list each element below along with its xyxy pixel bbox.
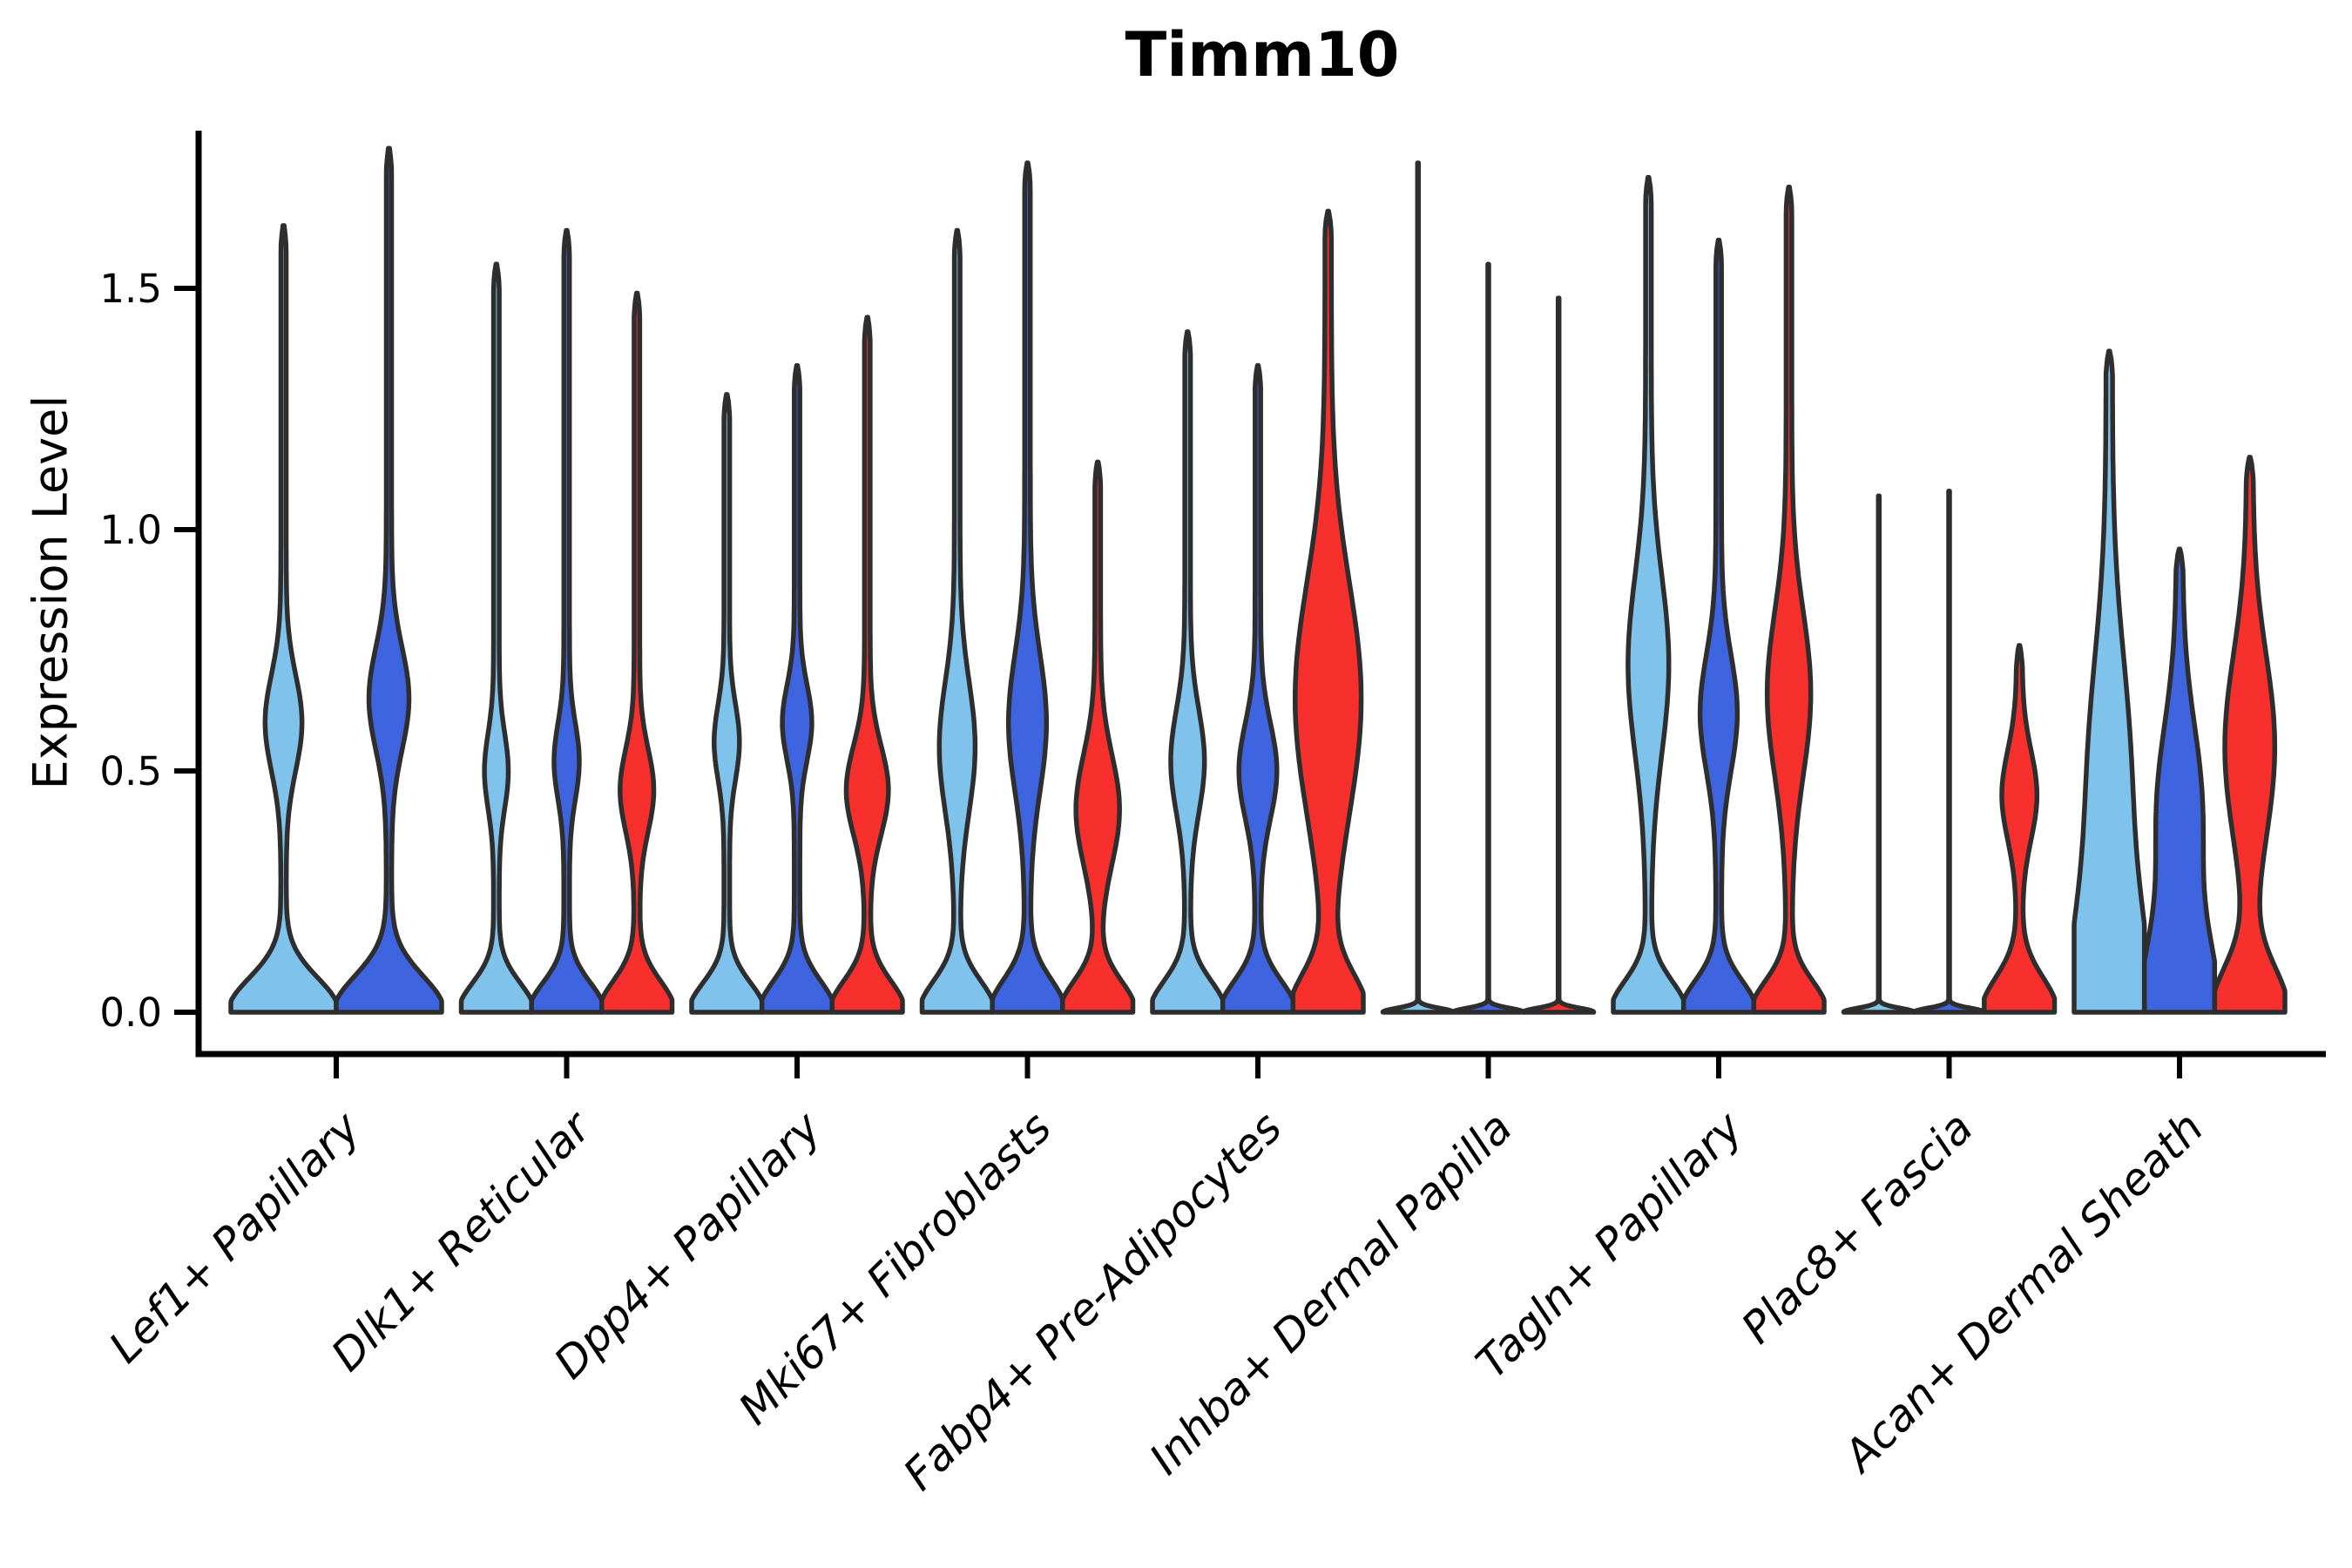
y-tick-label: 1.0 [99, 507, 162, 553]
violin-7-2 [1982, 643, 2058, 1015]
violin-5-2 [1521, 295, 1597, 1015]
violin-0-0 [228, 223, 339, 1015]
violin-2-1 [759, 362, 835, 1015]
violin-2-2 [829, 314, 905, 1015]
violin-1-2 [599, 290, 675, 1015]
violin-2-0 [689, 392, 765, 1015]
violin-4-2 [1290, 208, 1366, 1015]
x-tick-label: Plac8+ Fascia [1732, 1102, 1983, 1353]
violin-3-2 [1060, 459, 1136, 1015]
x-tick-label: Lef1+ Papillary [99, 1101, 370, 1372]
violin-8-2 [2212, 455, 2288, 1015]
x-tick-label: Fabp4+ Pre-Adipocytes [894, 1102, 1292, 1500]
violin-5-1 [1450, 261, 1526, 1015]
y-tick-label: 0.5 [99, 748, 162, 794]
y-tick-label: 0.0 [99, 990, 162, 1036]
violin-5-0 [1380, 160, 1456, 1015]
violin-4-1 [1220, 362, 1296, 1015]
violin-6-2 [1751, 184, 1827, 1015]
y-tick-label: 1.5 [99, 266, 162, 312]
violin-1-0 [458, 261, 534, 1015]
chart-title: Timm10 [1125, 19, 1400, 91]
violin-4-0 [1150, 329, 1226, 1015]
violin-6-1 [1680, 237, 1757, 1015]
violin-6-0 [1611, 174, 1686, 1015]
violin-1-1 [529, 227, 605, 1015]
x-tick-label: Inhba+ Dermal Papilla [1140, 1102, 1522, 1484]
violin-7-1 [1911, 488, 1987, 1015]
violin-7-0 [1841, 493, 1916, 1015]
violin-0-1 [334, 145, 444, 1015]
violin-3-1 [990, 160, 1065, 1015]
violin-8-0 [2072, 348, 2147, 1015]
violin-3-0 [919, 227, 995, 1015]
violin-8-1 [2141, 546, 2218, 1015]
